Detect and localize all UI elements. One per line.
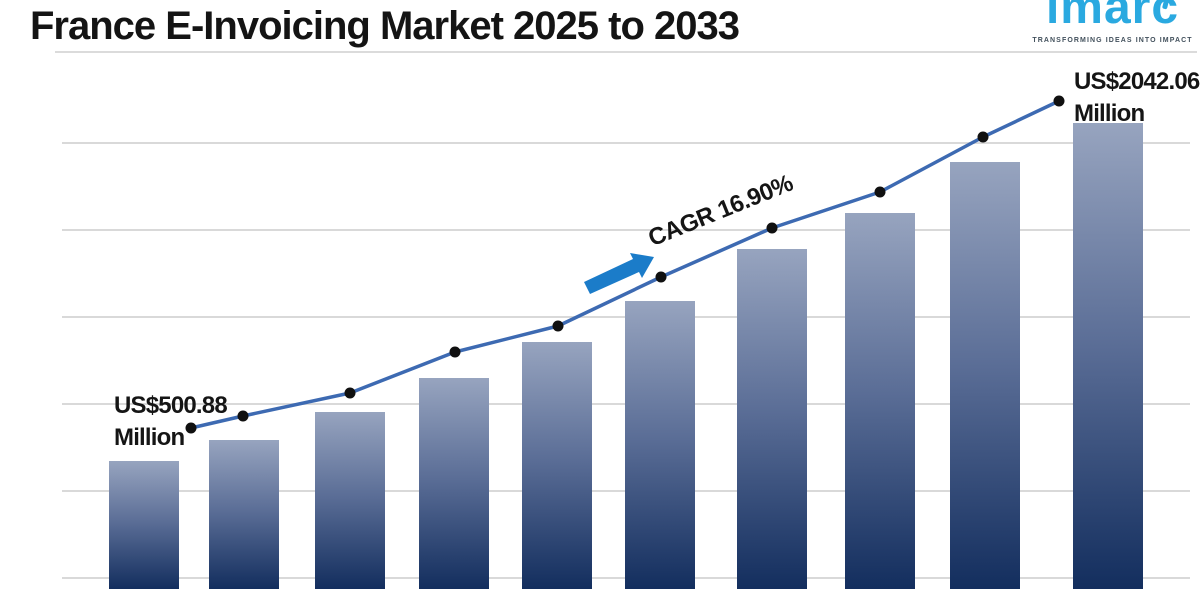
- data-point-marker: [344, 387, 356, 399]
- market-size-bar: [522, 342, 592, 589]
- data-point-marker: [552, 320, 564, 332]
- end-value-unit: Million: [1074, 100, 1145, 127]
- logo-tagline: TRANSFORMING IDEAS INTO IMPACT: [1032, 37, 1193, 44]
- start-value-unit: Million: [114, 424, 185, 451]
- growth-arrow-icon: [584, 253, 654, 294]
- market-size-bar: [737, 249, 807, 589]
- market-size-bar: [315, 412, 385, 589]
- end-value-amount: US$2042.06: [1074, 68, 1200, 95]
- market-size-bar: [625, 301, 695, 589]
- market-size-bar: [950, 162, 1020, 589]
- title-divider: [55, 51, 1197, 53]
- imarc-wordmark: imarc: [1045, 0, 1180, 34]
- market-size-bar: [109, 461, 179, 589]
- chart-title: France E-Invoicing Market 2025 to 2033: [30, 4, 740, 48]
- gridline: [62, 142, 1190, 144]
- market-size-bar: [845, 213, 915, 589]
- start-value-label: US$500.88 Million: [114, 390, 228, 454]
- data-point-marker: [449, 346, 461, 358]
- market-size-bar: [209, 440, 279, 589]
- data-point-marker: [1053, 95, 1065, 107]
- data-point-marker: [766, 222, 778, 234]
- gridline: [62, 229, 1190, 231]
- market-size-bar: [419, 378, 489, 589]
- data-point-marker: [874, 186, 886, 198]
- imarc-logo: imarc TRANSFORMING IDEAS INTO IMPACT: [1030, 0, 1195, 48]
- end-value-label: US$2042.06 Million: [1074, 66, 1200, 130]
- data-point-marker: [977, 131, 989, 143]
- data-point-marker: [655, 271, 667, 283]
- cagr-label: CAGR 16.90%: [644, 169, 797, 253]
- market-size-bar: [1073, 123, 1143, 589]
- start-value-amount: US$500.88: [114, 392, 228, 419]
- data-point-marker: [237, 410, 249, 422]
